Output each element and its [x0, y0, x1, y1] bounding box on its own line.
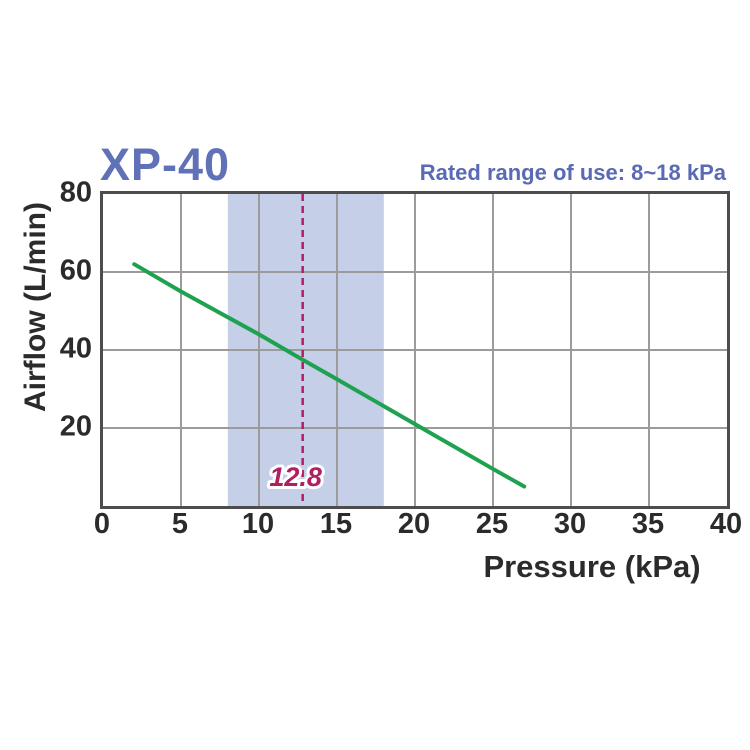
- x-tick-label: 20: [397, 508, 431, 540]
- x-tick-label: 15: [319, 508, 353, 540]
- rated-range-annotation: Rated range of use: 8~18 kPa: [419, 160, 726, 185]
- plot-svg: 12.8: [103, 194, 727, 506]
- x-tick-label: 10: [241, 508, 275, 540]
- y-tick-label: 20: [59, 410, 92, 443]
- y-axis-label-wrap: Airflow (L/min): [6, 151, 66, 463]
- x-tick-label: 25: [475, 508, 509, 540]
- x-tick-label: 0: [93, 508, 111, 540]
- x-tick-label: 35: [631, 508, 665, 540]
- x-axis-label: Pressure (kPa): [483, 549, 701, 584]
- x-tick-label: 40: [709, 508, 743, 540]
- x-tick-label: 30: [553, 508, 587, 540]
- y-tick-label: 60: [59, 254, 92, 287]
- reference-value-label: 12.8: [269, 462, 322, 492]
- y-tick-label: 40: [59, 332, 92, 365]
- chart-title: XP-40: [100, 139, 231, 190]
- series-line: [132, 262, 527, 489]
- y-tick-label: 80: [59, 176, 92, 209]
- y-axis-label: Airflow (L/min): [19, 202, 53, 412]
- x-tick-label: 5: [171, 508, 189, 540]
- plot-area: 12.8: [100, 191, 730, 509]
